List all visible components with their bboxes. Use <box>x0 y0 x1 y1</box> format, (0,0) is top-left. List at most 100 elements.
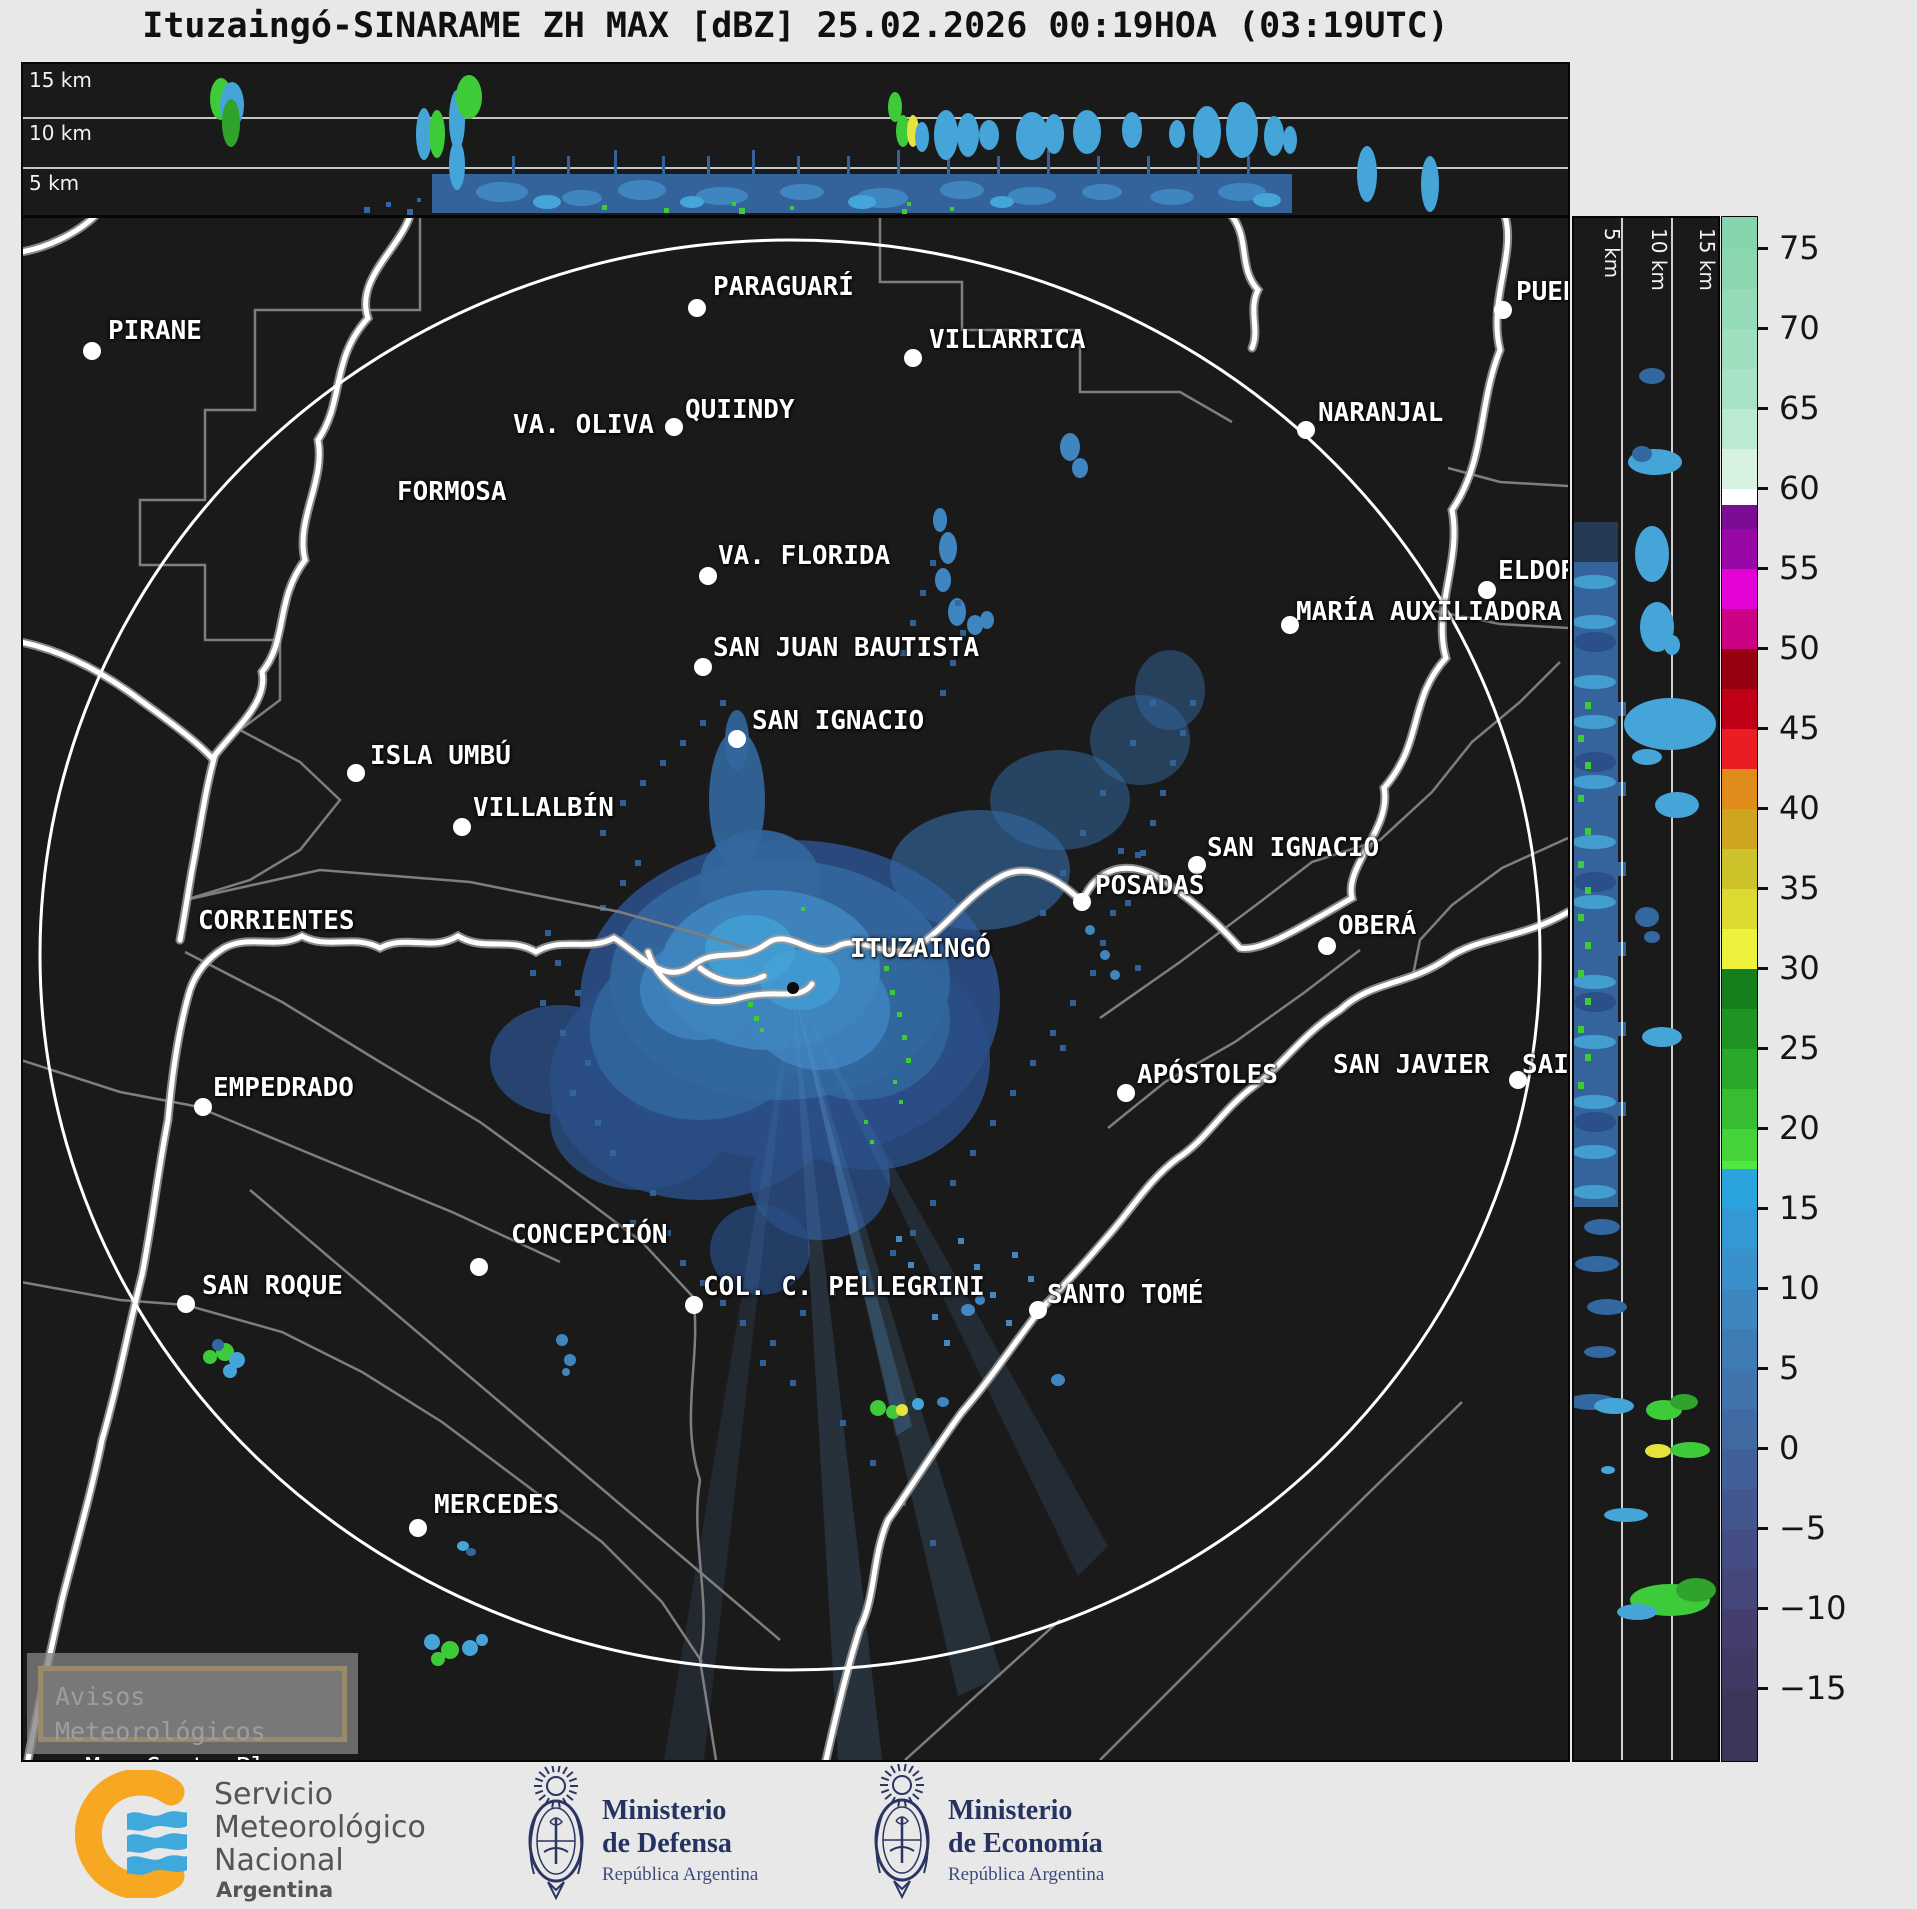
admin-borders <box>23 218 1568 1760</box>
city-dot <box>409 1519 427 1537</box>
colorbar-tick-label: 60 <box>1779 469 1820 507</box>
colorbar-segment <box>1722 929 1757 970</box>
colorbar-tick-label: −10 <box>1779 1589 1847 1627</box>
city-dot <box>699 567 717 585</box>
colorbar-tick-mark <box>1757 1207 1768 1210</box>
reflectivity-colorbar <box>1721 216 1758 1762</box>
city-label: CONCEPCIÓN <box>511 1220 668 1250</box>
colorbar-segment <box>1722 1409 1757 1450</box>
colorbar-segment <box>1722 889 1757 930</box>
colorbar-tick-label: 30 <box>1779 949 1820 987</box>
colorbar-tick-mark <box>1757 1047 1768 1050</box>
city-dot <box>470 1258 488 1276</box>
colorbar-segment <box>1722 449 1757 490</box>
city-dot <box>728 730 746 748</box>
city-label: VA. FLORIDA <box>718 541 891 571</box>
colorbar-tick-label: 55 <box>1779 549 1820 587</box>
city-label: VA. OLIVA <box>513 410 654 440</box>
colorbar-segment <box>1722 1329 1757 1370</box>
colorbar-tick-label: 25 <box>1779 1029 1820 1067</box>
city-label: SANTO TOMÉ <box>1047 1280 1204 1310</box>
colorbar-tick-label: 5 <box>1779 1349 1800 1387</box>
colorbar-tick-mark <box>1757 967 1768 970</box>
colorbar-segment <box>1722 609 1757 650</box>
colorbar-segment <box>1722 769 1757 810</box>
colorbar-segment <box>1722 1209 1757 1250</box>
city-dot <box>694 658 712 676</box>
alert-line-2: a Muy Corto Plazo <box>55 1749 328 1760</box>
colorbar-segment <box>1722 1609 1757 1650</box>
city-dot <box>1509 1071 1527 1089</box>
city-label: ISLA UMBÚ <box>370 741 511 771</box>
colorbar-tick-label: 75 <box>1779 229 1820 267</box>
vertical-cross-section-top: 15 km 10 km 5 km <box>21 62 1570 217</box>
colorbar-segment <box>1722 1649 1757 1690</box>
colorbar-segment <box>1722 409 1757 450</box>
city-label: VILLARRICA <box>929 325 1086 355</box>
colorbar-segment <box>1722 849 1757 890</box>
economia-republic: República Argentina <box>948 1864 1105 1885</box>
height-axis-label: 10 km <box>1647 228 1671 291</box>
colorbar-segment <box>1722 249 1757 290</box>
city-label: ITUZAINGÓ <box>850 934 991 964</box>
colorbar-tick-mark <box>1757 887 1768 890</box>
colorbar-segment <box>1722 1529 1757 1570</box>
alert-box-backdrop <box>27 1653 358 1754</box>
colorbar-segment <box>1722 329 1757 370</box>
city-label: VILLALBÍN <box>473 793 614 823</box>
colorbar-segment <box>1722 1489 1757 1530</box>
city-label: QUIINDY <box>685 395 795 425</box>
colorbar-tick-label: 45 <box>1779 709 1820 747</box>
colorbar-tick-mark <box>1757 1367 1768 1370</box>
city-dot <box>685 1296 703 1314</box>
colorbar-tick-label: 50 <box>1779 629 1820 667</box>
smn-logo <box>75 1770 187 1898</box>
city-label: NARANJAL <box>1318 398 1444 428</box>
colorbar-tick-mark <box>1757 327 1768 330</box>
city-label: SAN JUAN BAUTISTA <box>713 633 980 663</box>
city-label: FORMOSA <box>397 477 507 507</box>
city-dot <box>1494 301 1512 319</box>
city-dot <box>194 1098 212 1116</box>
economia-name: Ministerio de Economía <box>948 1795 1103 1859</box>
radar-site-dot <box>787 982 799 994</box>
colorbar-tick-mark <box>1757 1607 1768 1610</box>
altitude-label: 15 km <box>29 68 92 92</box>
vertical-cross-section-right: 5 km 10 km 15 km <box>1572 216 1720 1762</box>
defensa-coat-of-arms <box>528 1766 584 1901</box>
city-dot <box>1029 1301 1047 1319</box>
city-label: POSADAS <box>1095 871 1205 901</box>
colorbar-segment <box>1722 217 1757 250</box>
colorbar-segment <box>1722 1289 1757 1330</box>
colorbar-tick-label: 65 <box>1779 389 1820 427</box>
city-label: PIRANE <box>108 316 202 346</box>
product-title: Ituzaingó-SINARAME ZH MAX [dBZ] 25.02.20… <box>142 6 1449 46</box>
city-dot <box>904 349 922 367</box>
colorbar-segment <box>1722 369 1757 410</box>
city-label: EMPEDRADO <box>213 1073 354 1103</box>
city-dot <box>1117 1084 1135 1102</box>
city-label: PUERTO <box>1516 277 1568 307</box>
colorbar-tick-label: 40 <box>1779 789 1820 827</box>
colorbar-tick-mark <box>1757 407 1768 410</box>
colorbar-segment <box>1722 649 1757 690</box>
economia-coat-of-arms <box>874 1764 930 1900</box>
city-label: MARÍA AUXILIADORA <box>1296 597 1563 627</box>
colorbar-tick-label: −15 <box>1779 1669 1847 1707</box>
colorbar-segment <box>1722 1161 1757 1170</box>
altitude-label: 10 km <box>29 121 92 145</box>
city-label: SAN JAVIER <box>1333 1050 1490 1080</box>
colorbar-segment <box>1722 729 1757 770</box>
colorbar-tick-label: 20 <box>1779 1109 1820 1147</box>
colorbar-segment <box>1722 1249 1757 1290</box>
city-dot <box>1297 421 1315 439</box>
colorbar-tick-label: 15 <box>1779 1189 1820 1227</box>
colorbar-tick-mark <box>1757 487 1768 490</box>
colorbar-tick-mark <box>1757 1527 1768 1530</box>
city-label: SAN IGNACIO <box>752 706 925 736</box>
colorbar-tick-mark <box>1757 807 1768 810</box>
city-label: SAN ROQUE <box>202 1271 343 1301</box>
colorbar-tick-label: 0 <box>1779 1429 1800 1467</box>
colorbar-segment <box>1722 1009 1757 1050</box>
